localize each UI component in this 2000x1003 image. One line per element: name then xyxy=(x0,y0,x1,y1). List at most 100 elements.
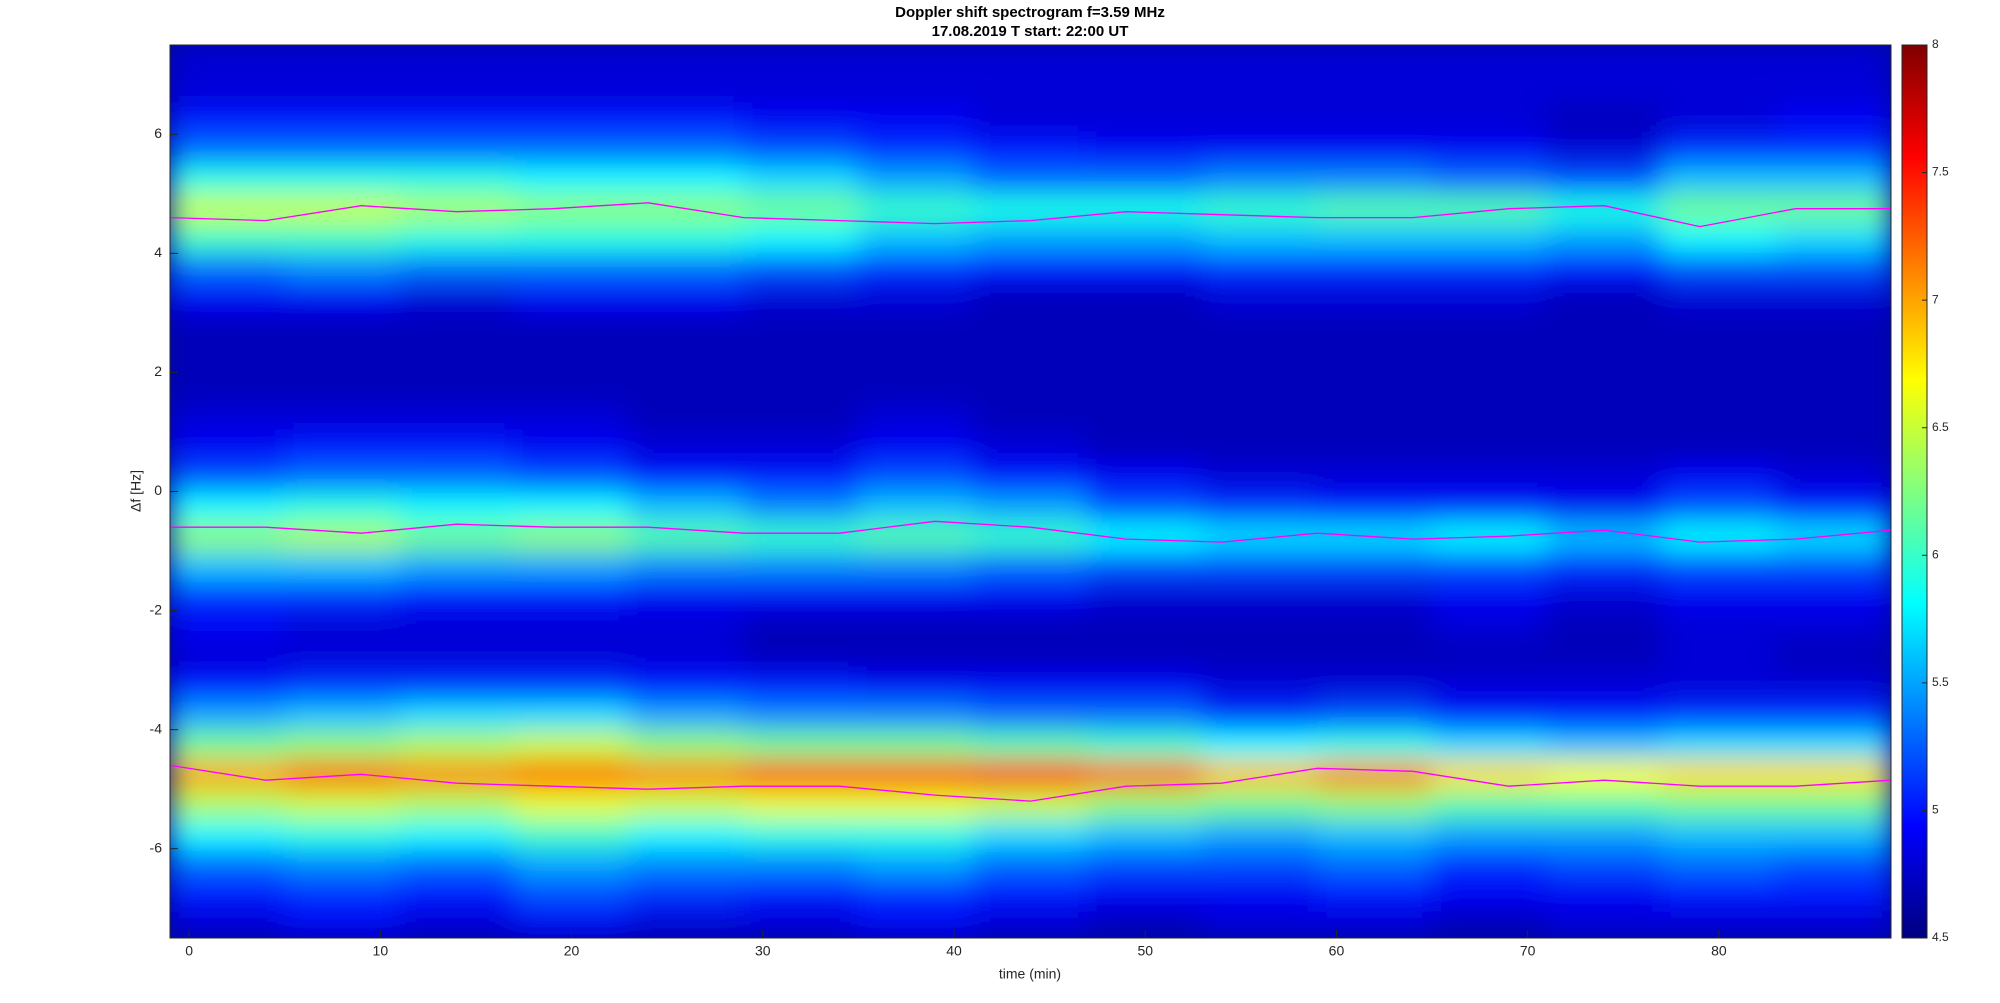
heat-cell xyxy=(1775,104,1891,135)
heat-cell xyxy=(857,907,974,938)
heat-cell xyxy=(972,223,1089,254)
heat-cell xyxy=(1661,133,1777,165)
heat-cell xyxy=(1546,580,1663,612)
heat-cell xyxy=(972,45,1089,76)
heat-cell xyxy=(1431,342,1548,373)
heat-cell xyxy=(743,669,859,701)
heat-cell xyxy=(1775,818,1891,850)
heat-cell xyxy=(1087,550,1204,582)
heat-cell xyxy=(1775,550,1891,582)
heat-cell xyxy=(743,223,859,254)
heat-cell xyxy=(284,877,400,909)
heat-cell xyxy=(1202,104,1318,135)
heat-cell xyxy=(1661,342,1777,373)
heat-cell xyxy=(513,163,630,195)
heat-cell xyxy=(284,252,400,284)
heat-cell xyxy=(1431,848,1548,879)
heat-cell xyxy=(628,431,745,463)
heat-cell xyxy=(513,371,630,403)
heat-cell xyxy=(1316,371,1433,403)
heat-cell xyxy=(1775,758,1891,790)
heat-cell xyxy=(1661,877,1777,909)
trace-line xyxy=(170,764,1891,802)
heat-cell xyxy=(1431,401,1548,433)
heat-cell xyxy=(1087,371,1204,403)
heat-cell xyxy=(170,431,286,463)
heat-cell xyxy=(1661,461,1777,492)
heat-cell xyxy=(284,371,400,403)
heat-cell xyxy=(1202,223,1318,254)
heat-cell xyxy=(1316,45,1433,76)
heat-cell xyxy=(743,312,859,344)
heat-cell xyxy=(857,758,974,790)
heat-cell xyxy=(628,371,745,403)
heat-cell xyxy=(1661,223,1777,254)
heat-cell xyxy=(170,848,286,879)
heat-cell xyxy=(398,729,515,760)
heat-cell xyxy=(284,788,400,820)
heat-cell xyxy=(972,580,1089,612)
colorbar-tick-label: 8 xyxy=(1932,37,1939,51)
heat-cell xyxy=(398,907,515,938)
heat-cell xyxy=(857,104,974,135)
heat-cell xyxy=(1431,729,1548,760)
heat-cell xyxy=(628,282,745,314)
heat-cell xyxy=(513,818,630,850)
heat-cell xyxy=(1087,312,1204,344)
heat-cell xyxy=(857,669,974,701)
heat-cell xyxy=(398,431,515,463)
heat-cell xyxy=(1202,848,1318,879)
heat-cell xyxy=(170,223,286,254)
heat-cell xyxy=(513,788,630,820)
heat-cell xyxy=(284,491,400,522)
heat-cell xyxy=(1775,848,1891,879)
y-tick-label: 0 xyxy=(154,482,162,498)
heat-cell xyxy=(1316,193,1433,225)
heat-cell xyxy=(170,401,286,433)
heat-cell xyxy=(513,193,630,225)
heat-cell xyxy=(1202,193,1318,225)
heat-cell xyxy=(1431,639,1548,671)
heat-cell xyxy=(398,877,515,909)
heat-cell xyxy=(1202,252,1318,284)
heat-cell xyxy=(1546,491,1663,522)
heat-cell xyxy=(1316,877,1433,909)
heat-cell xyxy=(628,74,745,106)
heat-cell xyxy=(972,877,1089,909)
heat-cell xyxy=(628,312,745,344)
heat-cell xyxy=(284,729,400,760)
heat-cell xyxy=(513,669,630,701)
heat-cell xyxy=(513,252,630,284)
heat-cell xyxy=(284,669,400,701)
heat-cell xyxy=(1202,907,1318,938)
heat-cell xyxy=(1087,788,1204,820)
heat-cell xyxy=(857,699,974,731)
heat-cell xyxy=(1661,550,1777,582)
heat-cell xyxy=(170,580,286,612)
heat-cell xyxy=(628,758,745,790)
heat-cell xyxy=(1087,491,1204,522)
heat-cell xyxy=(972,371,1089,403)
heat-cell xyxy=(1661,818,1777,850)
heat-cell xyxy=(398,491,515,522)
heat-cell xyxy=(743,788,859,820)
heat-cell xyxy=(170,639,286,671)
heat-cell xyxy=(1202,699,1318,731)
heat-cell xyxy=(1546,848,1663,879)
heat-cell xyxy=(628,491,745,522)
x-tick-label: 20 xyxy=(564,943,580,959)
heat-cell xyxy=(1316,461,1433,492)
heat-cell xyxy=(628,669,745,701)
heat-cell xyxy=(398,669,515,701)
heat-cell xyxy=(1775,45,1891,76)
heat-cell xyxy=(284,133,400,165)
heat-cell xyxy=(284,45,400,76)
heat-cell xyxy=(628,848,745,879)
heat-cell xyxy=(1775,729,1891,760)
heat-cell xyxy=(857,45,974,76)
heat-cell xyxy=(1316,550,1433,582)
heat-cell xyxy=(284,610,400,641)
heat-cell xyxy=(1087,669,1204,701)
heat-cell xyxy=(743,699,859,731)
